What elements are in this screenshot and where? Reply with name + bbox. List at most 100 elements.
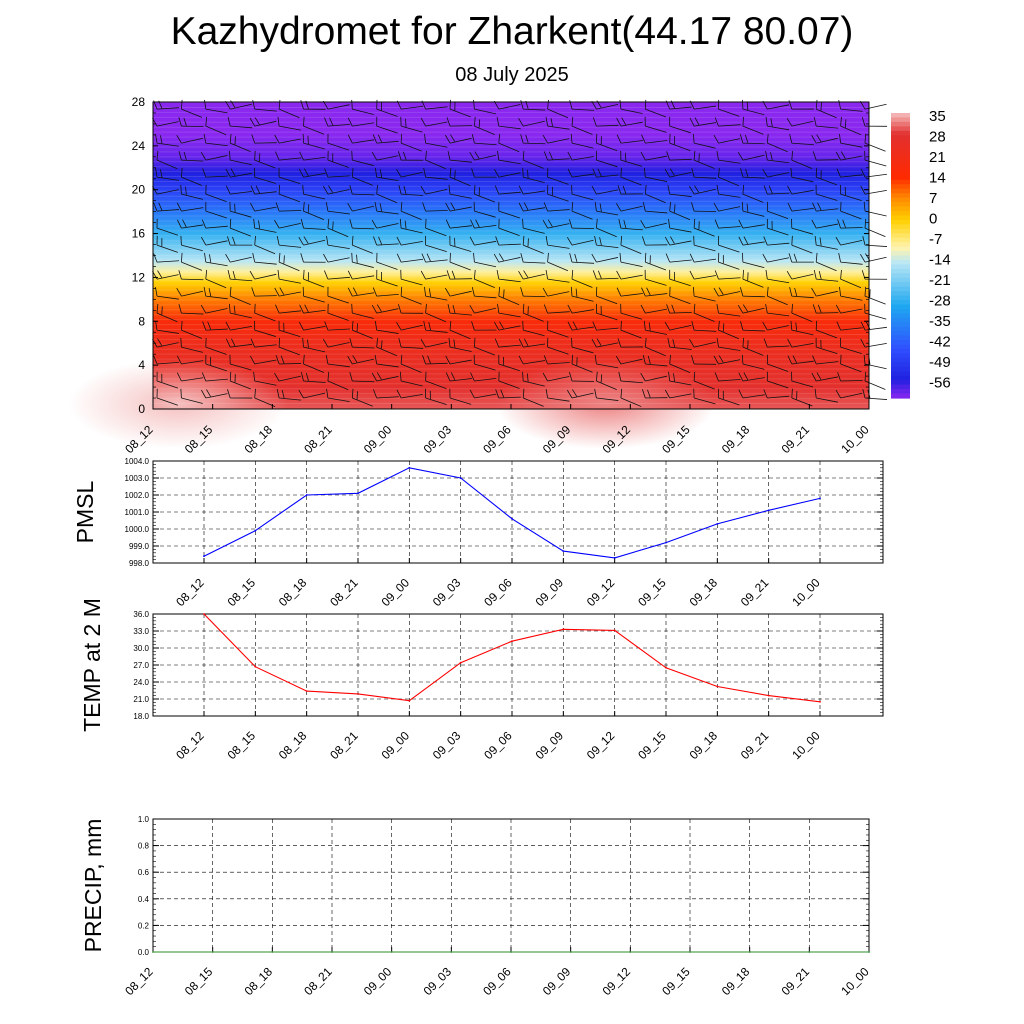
wind-barb-feather	[791, 150, 793, 161]
x-tick-label: 09_03	[421, 964, 455, 998]
wind-barb	[762, 168, 789, 178]
wind-barb	[789, 287, 814, 299]
wind-barb-shaft	[694, 105, 717, 110]
wind-barb-shaft	[279, 397, 302, 401]
wind-barb-shaft	[547, 278, 570, 283]
wind-barb-feather	[378, 236, 383, 245]
wind-barb-feather	[471, 168, 475, 178]
wind-barb-feather	[522, 235, 525, 246]
wind-barb-feather	[814, 388, 817, 399]
wind-barb-feather	[647, 389, 651, 398]
wind-barb-feather	[300, 219, 304, 229]
wind-barb-feather	[250, 185, 256, 195]
wind-barb-feather	[498, 371, 500, 382]
wind-barb	[200, 389, 228, 399]
wind-barb-feather	[302, 286, 304, 297]
wind-barb	[371, 151, 399, 161]
wind-barb-feather	[667, 337, 671, 348]
wind-barb	[178, 117, 204, 128]
wind-barb	[201, 219, 228, 229]
x-tick-label: 08_15	[182, 964, 216, 998]
pmsl-panel: 998.0999.01000.01001.01002.01003.01004.0…	[72, 457, 884, 609]
wind-barb-feather	[693, 150, 696, 161]
wind-barb	[693, 235, 716, 252]
wind-barb	[520, 134, 546, 145]
wind-barb	[542, 134, 570, 144]
wind-barb	[254, 388, 276, 407]
wind-barb-feather	[250, 338, 256, 348]
wind-barb-shaft	[596, 295, 618, 305]
wind-barb-feather	[599, 237, 602, 246]
wind-barb-feather	[210, 356, 212, 366]
wind-barb-shaft	[645, 125, 667, 133]
wind-barb-feather	[523, 202, 529, 211]
wind-barb-shaft	[376, 210, 399, 215]
wind-barb-feather	[718, 388, 720, 399]
wind-barb-shaft	[767, 325, 789, 331]
data-point	[716, 685, 719, 688]
wind-barb-feather	[278, 252, 281, 263]
y-tick-label: 21.0	[133, 695, 149, 704]
wind-barb-feather	[229, 133, 232, 144]
wind-barb-feather	[183, 117, 187, 126]
wind-barb-feather	[253, 371, 256, 382]
wind-barb-shaft	[352, 193, 375, 196]
wind-barb-feather	[616, 270, 622, 280]
wind-barb	[689, 270, 716, 280]
wind-barb	[815, 252, 837, 272]
wind-barb-shaft	[400, 125, 423, 133]
wind-barb-feather	[298, 389, 304, 399]
wind-barb	[786, 270, 814, 280]
wind-barb-feather	[713, 202, 719, 212]
wind-barb	[398, 338, 424, 349]
y-tick-label: 27.0	[133, 661, 149, 670]
wind-barb-feather	[641, 287, 646, 297]
wind-barb-feather	[591, 253, 597, 263]
wind-barb-shaft	[571, 380, 595, 382]
wind-barb-feather	[371, 304, 378, 314]
wind-barb-feather	[376, 269, 378, 280]
wind-barb-feather	[429, 390, 431, 400]
colorbar-swatch	[891, 340, 910, 346]
wind-barb-feather	[447, 151, 451, 161]
wind-barb-shaft	[596, 397, 619, 401]
wind-barb-shaft	[718, 397, 740, 406]
wind-barb-shaft	[449, 193, 472, 199]
wind-barb	[205, 116, 227, 136]
wind-barb-feather	[547, 167, 549, 178]
wind-barb	[591, 338, 619, 348]
wind-barb-feather	[745, 168, 749, 177]
wind-barb-shaft	[816, 278, 839, 282]
wind-barb-feather	[795, 322, 798, 331]
wind-barb-feather	[596, 303, 597, 314]
wind-barb	[376, 252, 398, 270]
wind-barb	[376, 184, 398, 204]
wind-barb	[229, 218, 251, 237]
wind-barb-feather	[673, 373, 676, 382]
wind-barb-feather	[518, 185, 524, 195]
wind-barb-feather	[786, 117, 793, 127]
wind-barb	[298, 321, 326, 331]
wind-barb-feather	[567, 321, 573, 331]
wind-barb	[425, 150, 447, 170]
wind-barb-feather	[718, 252, 720, 263]
wind-barb	[495, 389, 521, 399]
wind-barb-shaft	[840, 295, 863, 301]
y-axis-label: PRECIP, mm	[80, 819, 106, 953]
wind-barb-feather	[863, 201, 866, 212]
colorbar-swatch	[891, 313, 910, 319]
wind-barb-feather	[743, 236, 749, 245]
wind-barb	[643, 167, 668, 182]
wind-barb	[229, 133, 251, 153]
wind-barb-feather	[156, 235, 158, 246]
wind-barb-shaft	[791, 189, 814, 195]
wind-barb-shaft	[327, 124, 350, 127]
wind-barb	[644, 337, 666, 357]
wind-barb-feather	[153, 202, 158, 212]
wind-barb-feather	[448, 337, 451, 348]
wind-barb-feather	[518, 117, 524, 127]
wind-barb-feather	[298, 168, 304, 178]
wind-barb-feather	[742, 99, 744, 110]
wind-barb-feather	[349, 185, 353, 195]
wind-barb-feather	[399, 371, 402, 382]
